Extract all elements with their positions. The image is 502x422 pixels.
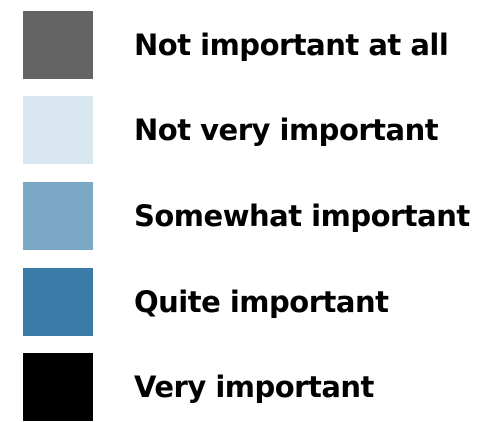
legend-swatch	[23, 353, 93, 421]
legend-label: Quite important	[134, 285, 389, 319]
legend-item-not-important-at-all: Not important at all	[23, 11, 493, 79]
legend-swatch	[23, 96, 93, 164]
legend-label: Not very important	[134, 113, 439, 147]
legend-item-somewhat-important: Somewhat important	[23, 182, 493, 250]
legend-label: Very important	[134, 370, 374, 404]
legend-swatch	[23, 11, 93, 79]
legend-item-quite-important: Quite important	[23, 268, 493, 336]
legend-item-very-important: Very important	[23, 353, 493, 421]
legend-swatch	[23, 268, 93, 336]
legend-swatch	[23, 182, 93, 250]
legend-item-not-very-important: Not very important	[23, 96, 493, 164]
legend-label: Somewhat important	[134, 199, 470, 233]
legend-label: Not important at all	[134, 28, 449, 62]
